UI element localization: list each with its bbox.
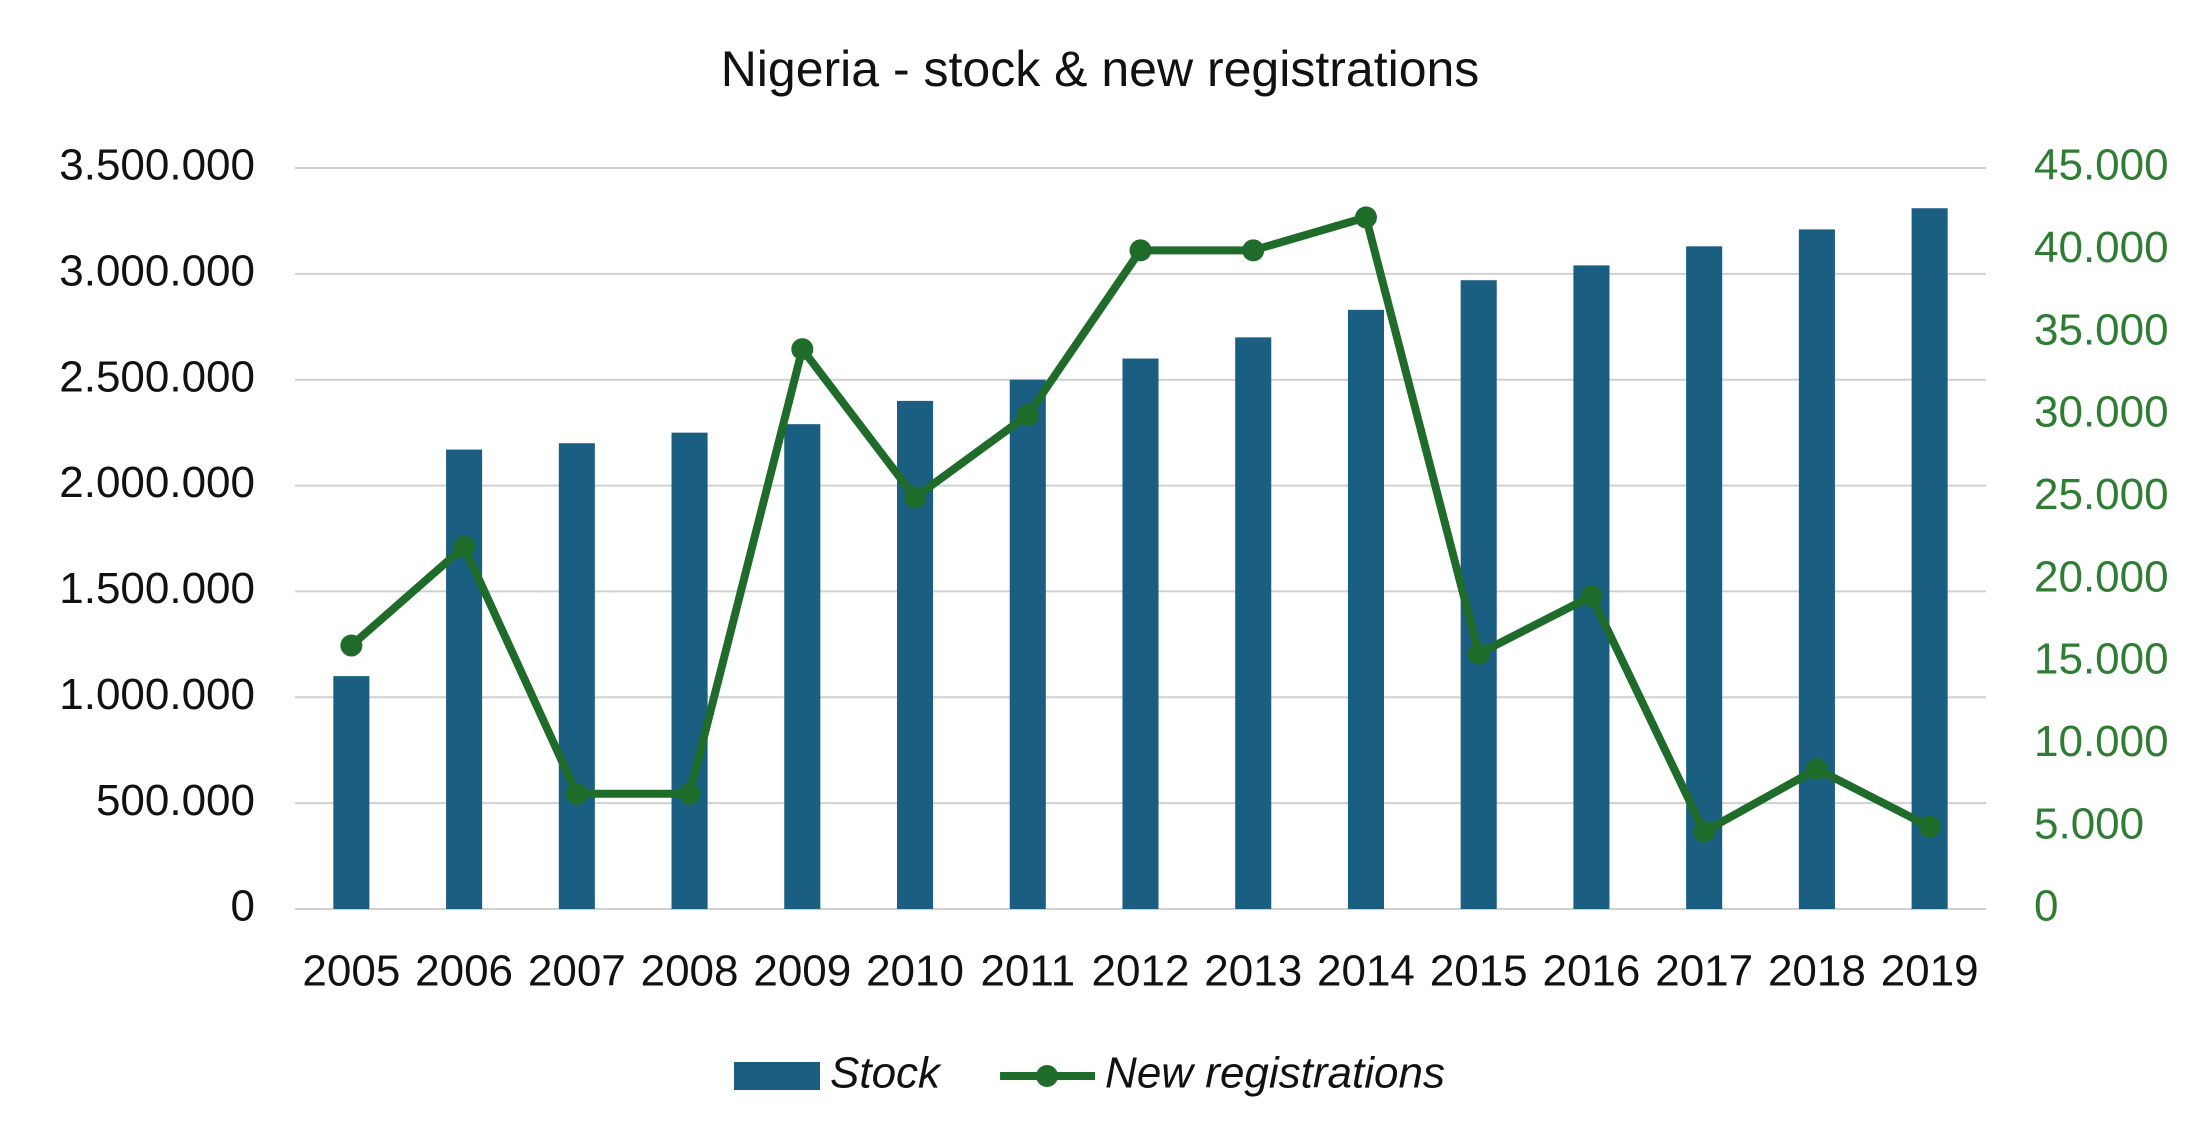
x-tick-label: 2015 <box>1430 947 1528 996</box>
line-marker <box>1693 820 1716 843</box>
x-tick-label: 2009 <box>753 947 851 996</box>
bar <box>1122 358 1159 909</box>
bar <box>671 432 708 909</box>
y-tick-label: 3.000.000 <box>59 246 255 295</box>
y-tick-label: 3.500.000 <box>59 141 255 190</box>
line-marker <box>904 486 927 509</box>
line-marker <box>678 782 701 805</box>
legend-swatch <box>734 1062 820 1090</box>
y2-tick-label: 35.000 <box>2034 305 2169 354</box>
line-marker <box>1467 642 1490 665</box>
x-tick-label: 2011 <box>980 947 1075 996</box>
line-marker <box>1242 239 1265 262</box>
line-marker <box>1918 815 1941 838</box>
x-tick-label: 2010 <box>866 947 964 996</box>
y2-tick-label: 15.000 <box>2034 635 2169 684</box>
y2-tick-label: 25.000 <box>2034 470 2169 519</box>
y2-tick-label: 5.000 <box>2034 799 2144 848</box>
line-marker <box>453 535 476 558</box>
y-tick-label: 1.500.000 <box>59 564 255 613</box>
bar <box>446 449 483 909</box>
bar <box>784 424 821 909</box>
line-marker <box>1805 758 1828 781</box>
legend-label: New registrations <box>1105 1049 1445 1098</box>
line-marker <box>1129 239 1152 262</box>
legend-swatch-marker <box>1036 1065 1059 1087</box>
x-tick-label: 2016 <box>1542 947 1640 996</box>
line-marker <box>1016 404 1039 426</box>
x-tick-label: 2007 <box>528 947 626 996</box>
line-marker <box>1580 585 1603 608</box>
y-tick-label: 2.500.000 <box>59 352 255 401</box>
y2-tick-label: 0 <box>2034 882 2058 931</box>
x-tick-label: 2006 <box>415 947 513 996</box>
y2-tick-label: 40.000 <box>2034 223 2169 272</box>
y2-tick-label: 30.000 <box>2034 388 2169 437</box>
bar <box>1911 208 1948 909</box>
x-tick-label: 2017 <box>1655 947 1753 996</box>
bar <box>558 443 595 909</box>
x-tick-label: 2008 <box>641 947 739 996</box>
x-tick-label: 2014 <box>1317 947 1415 996</box>
x-tick-label: 2018 <box>1768 947 1866 996</box>
y-tick-label: 0 <box>231 882 255 931</box>
y-tick-label: 1.000.000 <box>59 670 255 719</box>
line-marker <box>1354 206 1377 229</box>
bar <box>1347 309 1385 909</box>
y2-tick-label: 20.000 <box>2034 552 2169 601</box>
x-tick-label: 2005 <box>302 947 400 996</box>
x-tick-label: 2019 <box>1881 947 1979 996</box>
y2-tick-label: 10.000 <box>2034 717 2169 766</box>
line-marker <box>791 338 814 361</box>
legend-label: Stock <box>830 1049 942 1098</box>
line-marker <box>565 782 588 805</box>
x-tick-label: 2012 <box>1092 947 1190 996</box>
y-tick-label: 500.000 <box>96 776 255 825</box>
y2-tick-label: 45.000 <box>2034 141 2169 190</box>
bar <box>1009 379 1046 909</box>
line-marker <box>340 634 363 657</box>
bar <box>333 676 370 909</box>
x-tick-label: 2013 <box>1204 947 1302 996</box>
bar <box>1235 337 1272 909</box>
y-tick-label: 2.000.000 <box>59 458 255 507</box>
bar <box>1798 229 1835 909</box>
chart-title: Nigeria - stock & new registrations <box>721 41 1480 97</box>
